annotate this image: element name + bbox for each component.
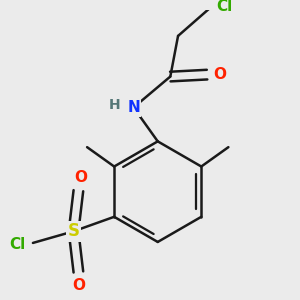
Text: Cl: Cl bbox=[9, 237, 26, 252]
Text: H: H bbox=[108, 98, 120, 112]
Text: Cl: Cl bbox=[216, 0, 232, 14]
Text: O: O bbox=[213, 67, 226, 82]
Text: N: N bbox=[127, 100, 140, 115]
Text: O: O bbox=[74, 170, 87, 185]
Text: O: O bbox=[72, 278, 85, 293]
Text: S: S bbox=[68, 222, 80, 240]
